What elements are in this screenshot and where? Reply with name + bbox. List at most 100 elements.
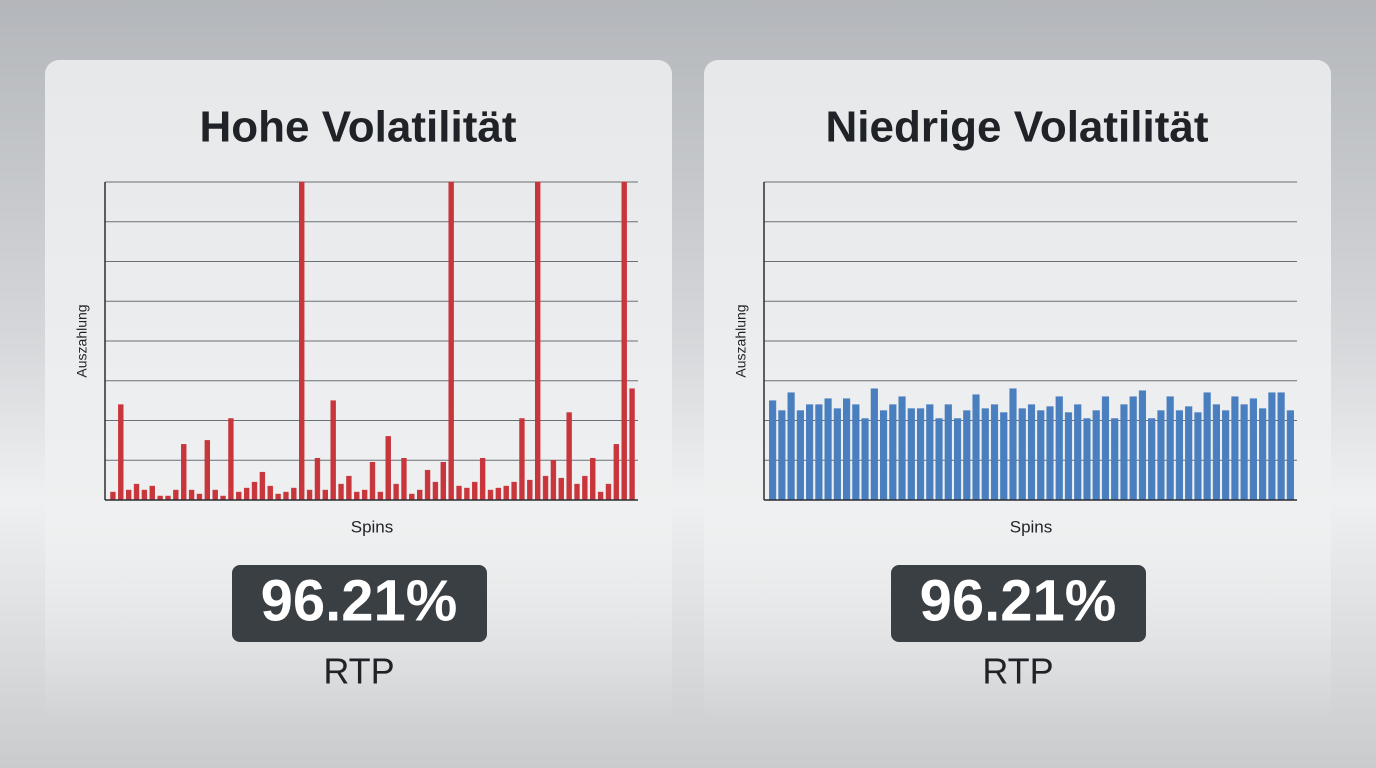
chart-title: Niedrige Volatilität bbox=[825, 103, 1208, 152]
bar bbox=[377, 491, 384, 501]
bar bbox=[981, 408, 989, 501]
bar bbox=[1037, 410, 1045, 501]
bar bbox=[916, 408, 925, 501]
bar bbox=[796, 410, 804, 501]
bar bbox=[870, 388, 878, 501]
bar bbox=[1286, 410, 1294, 501]
bar bbox=[1157, 410, 1165, 501]
y-axis-label: Auszahlung bbox=[733, 304, 749, 377]
bar bbox=[511, 481, 517, 501]
bar bbox=[534, 181, 541, 501]
chart-title: Hohe Volatilität bbox=[200, 103, 517, 152]
bar bbox=[417, 489, 423, 501]
bar bbox=[291, 487, 297, 501]
bar bbox=[574, 483, 580, 501]
bar bbox=[1009, 388, 1017, 501]
bar bbox=[843, 398, 851, 501]
bar bbox=[1092, 410, 1100, 501]
bar bbox=[1277, 392, 1285, 501]
bar bbox=[393, 483, 399, 501]
bar bbox=[605, 483, 612, 501]
panel-background bbox=[704, 60, 1331, 720]
x-axis-label: Spins bbox=[1010, 517, 1053, 536]
bar bbox=[815, 404, 823, 501]
bar bbox=[472, 481, 478, 501]
bar bbox=[251, 481, 258, 501]
chart-panel: Hohe Volatilität Auszahlung Spins 96.21% RTP bbox=[45, 60, 672, 720]
bar bbox=[613, 444, 620, 501]
bar bbox=[1000, 412, 1008, 501]
bar bbox=[1185, 406, 1193, 501]
bar bbox=[212, 489, 218, 501]
bar bbox=[806, 404, 814, 501]
bar bbox=[833, 408, 841, 501]
bar bbox=[926, 404, 934, 501]
bar bbox=[852, 404, 860, 501]
bar bbox=[621, 181, 627, 501]
bar bbox=[550, 460, 557, 501]
bar bbox=[369, 461, 376, 501]
x-axis-label: Spins bbox=[351, 517, 394, 536]
bar bbox=[464, 487, 470, 501]
bar bbox=[228, 418, 234, 501]
bar bbox=[259, 471, 266, 501]
bar bbox=[204, 440, 211, 501]
bar bbox=[879, 410, 888, 501]
bar bbox=[1203, 392, 1211, 501]
bar bbox=[582, 475, 588, 501]
bar bbox=[346, 475, 352, 501]
bar bbox=[558, 477, 564, 501]
bar bbox=[566, 412, 572, 501]
bar bbox=[424, 469, 431, 501]
bar bbox=[1259, 408, 1267, 501]
bar bbox=[173, 489, 179, 501]
bar bbox=[385, 436, 391, 501]
bar bbox=[1055, 396, 1063, 501]
bar bbox=[354, 491, 360, 501]
bar bbox=[590, 458, 596, 501]
rtp-value: 96.21% bbox=[920, 568, 1117, 633]
bar bbox=[597, 491, 604, 501]
bar bbox=[1212, 404, 1220, 501]
bar bbox=[236, 491, 242, 501]
bar bbox=[769, 400, 777, 501]
bar bbox=[118, 404, 124, 501]
bar bbox=[935, 418, 943, 501]
bar bbox=[1101, 396, 1110, 501]
bar bbox=[1175, 410, 1184, 501]
bar bbox=[787, 392, 795, 501]
bar bbox=[519, 418, 525, 501]
bar bbox=[1222, 410, 1230, 501]
rtp-label: RTP bbox=[982, 651, 1053, 692]
bar bbox=[432, 481, 439, 501]
bar bbox=[448, 181, 454, 501]
bar bbox=[1111, 418, 1119, 501]
bar bbox=[1240, 404, 1248, 501]
rtp-value: 96.21% bbox=[261, 568, 458, 633]
rtp-label: RTP bbox=[323, 651, 394, 692]
bar bbox=[314, 458, 321, 501]
bar bbox=[944, 404, 952, 501]
bar bbox=[440, 461, 446, 501]
bar bbox=[133, 483, 140, 501]
bar bbox=[953, 418, 962, 501]
bar bbox=[456, 485, 462, 501]
bar bbox=[322, 489, 328, 501]
chart-panel: Niedrige Volatilität Auszahlung Spins 96.21… bbox=[704, 60, 1331, 720]
bar bbox=[338, 483, 344, 501]
bar bbox=[542, 475, 549, 501]
bar bbox=[330, 400, 336, 501]
bar bbox=[861, 418, 869, 501]
bar bbox=[409, 493, 415, 501]
bar bbox=[1064, 412, 1073, 501]
bar bbox=[275, 493, 281, 501]
bar bbox=[125, 489, 132, 501]
rtp-badge bbox=[232, 565, 487, 642]
bar bbox=[1027, 404, 1036, 501]
bar bbox=[629, 388, 635, 501]
bar bbox=[1018, 408, 1026, 501]
bar bbox=[1268, 392, 1276, 501]
bar bbox=[479, 458, 486, 501]
bar bbox=[495, 487, 502, 501]
bar bbox=[527, 479, 533, 501]
